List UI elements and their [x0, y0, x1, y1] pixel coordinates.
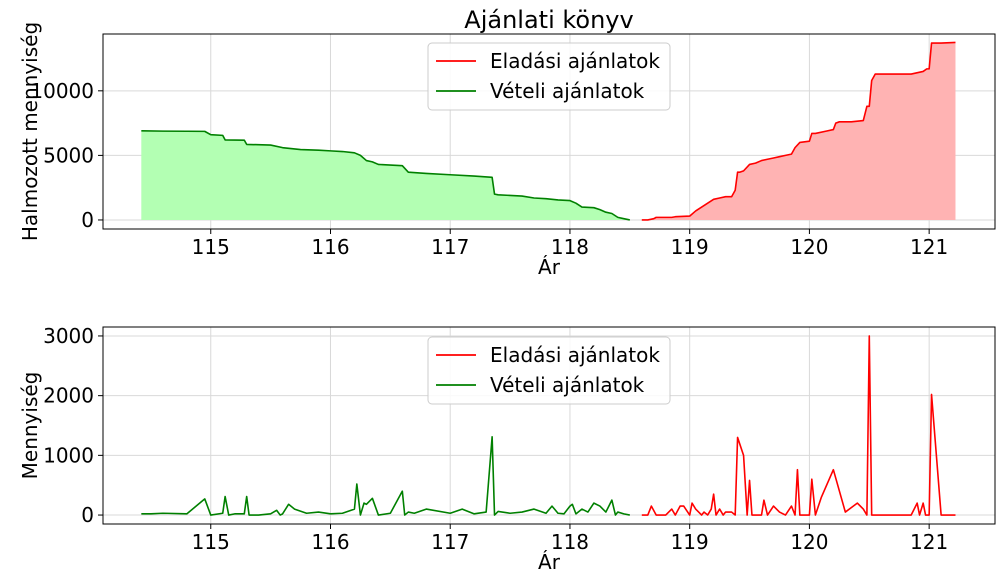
x-tick-label: 120: [790, 530, 828, 554]
legend-box: [427, 42, 671, 111]
x-axis-label: Ár: [538, 550, 561, 574]
x-tick-label: 115: [192, 235, 230, 259]
x-tick-label: 121: [910, 235, 948, 259]
y-tick-label: 10000: [30, 79, 94, 103]
y-tick-label: 2000: [43, 384, 94, 408]
legend-label: Vételi ajánlatok: [490, 79, 645, 103]
x-tick-label: 121: [910, 530, 948, 554]
x-axis-label: Ár: [538, 255, 561, 279]
chart-1: 115 116 117 118 119 120 121 0 5000 10000 Ár Halmozo…: [18, 6, 996, 279]
buy-area-fill: [141, 130, 630, 220]
sell-area-fill: [641, 42, 956, 220]
legend: Eladási ajánlatok Vételi ajánlatok: [427, 42, 671, 111]
x-tick-label: 117: [431, 235, 469, 259]
y-tick-label: 1000: [43, 443, 94, 467]
y-tick-label: 0: [81, 503, 94, 527]
plot-frame: [102, 33, 996, 230]
x-tick-label: 119: [671, 235, 709, 259]
x-tick-label: 118: [551, 235, 589, 259]
buy-series-line: [141, 436, 630, 516]
x-tick-label: 117: [431, 530, 469, 554]
x-tick-label: 118: [551, 530, 589, 554]
x-tick-label: 120: [790, 235, 828, 259]
legend-label: Eladási ajánlatok: [490, 343, 660, 367]
buy-series-line: [141, 130, 630, 221]
x-tick-label: 119: [671, 530, 709, 554]
legend-label: Eladási ajánlatok: [490, 49, 660, 73]
y-axis-label: Halmozott mennyiség: [18, 22, 42, 241]
y-tick-label: 5000: [43, 143, 94, 167]
legend-box: [427, 336, 671, 405]
x-tick-label: 116: [311, 530, 349, 554]
sell-series-line: [641, 41, 956, 221]
plot-frame: [102, 326, 996, 525]
y-axis-label: Mennyiség: [18, 372, 42, 480]
legend: Eladási ajánlatok Vételi ajánlatok: [427, 336, 671, 405]
chart-2: 115 116 117 118 119 120 121 0 1000 2000 3000 Ár Menn…: [18, 324, 996, 574]
y-tick-label: 0: [81, 208, 94, 232]
y-tick-label: 3000: [43, 324, 94, 348]
legend-label: Vételi ajánlatok: [490, 373, 645, 397]
x-tick-label: 115: [192, 530, 230, 554]
sell-series-line: [641, 335, 956, 516]
x-tick-label: 116: [311, 235, 349, 259]
chart-title: Ajánlati könyv: [464, 6, 633, 34]
